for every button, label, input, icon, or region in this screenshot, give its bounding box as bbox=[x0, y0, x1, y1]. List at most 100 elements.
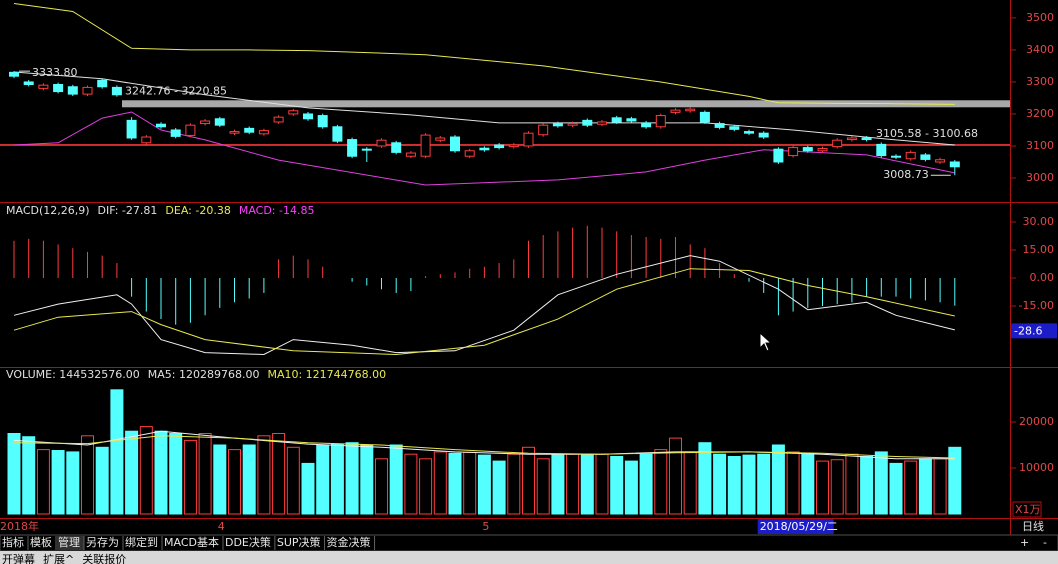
volume-bar bbox=[654, 449, 668, 515]
ma-line bbox=[13, 435, 955, 459]
candle-body bbox=[685, 108, 696, 112]
volume-bar bbox=[36, 449, 50, 515]
volume-bar bbox=[375, 458, 388, 515]
candle-body bbox=[126, 119, 137, 139]
volume-bar bbox=[639, 453, 653, 515]
x-tick-label: 2018/05/29/二 bbox=[760, 520, 838, 533]
candle-body bbox=[538, 124, 549, 136]
candle-body bbox=[420, 134, 431, 157]
high-label: 3333.80 bbox=[32, 66, 78, 79]
x-tick-label: 2018年 bbox=[0, 519, 39, 533]
tab[interactable]: SUP决策 bbox=[277, 535, 321, 549]
unit-box bbox=[1012, 501, 1042, 518]
volume-bar bbox=[551, 453, 565, 515]
candle-body bbox=[405, 152, 416, 157]
zoom-button[interactable]: + bbox=[1020, 536, 1029, 549]
legend-entry: MA5: 120289768.00 bbox=[148, 368, 260, 381]
tab[interactable]: 另存为 bbox=[86, 535, 119, 549]
volume-bar bbox=[81, 435, 94, 515]
tab[interactable]: 管理 bbox=[58, 535, 80, 549]
candle-body bbox=[876, 143, 887, 157]
volume-bar bbox=[242, 444, 256, 515]
tab[interactable]: MACD基本 bbox=[164, 535, 219, 549]
candle-body bbox=[170, 129, 181, 137]
y-tick-label: 0.00 bbox=[1030, 271, 1055, 284]
candle-body bbox=[699, 111, 710, 123]
candle-body bbox=[552, 123, 563, 127]
band-label: 3105.58 - 3100.68 bbox=[876, 127, 978, 140]
candle-body bbox=[523, 132, 534, 147]
volume-bar bbox=[316, 444, 330, 515]
volume-bar bbox=[669, 437, 682, 515]
candle-body bbox=[435, 137, 446, 141]
candle-body bbox=[200, 120, 211, 125]
candle-body bbox=[729, 126, 740, 130]
legend-entry: MACD: -14.85 bbox=[239, 204, 315, 217]
candle-body bbox=[303, 113, 313, 120]
candle-body bbox=[97, 79, 108, 88]
candle-body bbox=[508, 144, 519, 148]
volume-bar bbox=[183, 439, 197, 515]
zoom-button[interactable]: - bbox=[1043, 536, 1047, 549]
tab[interactable]: DDE决策 bbox=[225, 535, 271, 549]
legend-entry: MACD(12,26,9) bbox=[6, 204, 90, 217]
candle-body bbox=[288, 110, 299, 115]
candle-body bbox=[111, 86, 122, 96]
volume-bar bbox=[507, 453, 521, 515]
candle-body bbox=[229, 131, 240, 134]
candle-body bbox=[773, 148, 784, 163]
volume-bar bbox=[904, 460, 918, 515]
volume-bar bbox=[595, 453, 609, 515]
unit-label: X1万 bbox=[1015, 503, 1041, 516]
volume-bar bbox=[477, 454, 491, 515]
volume-bar bbox=[213, 444, 227, 515]
candle-body bbox=[861, 137, 872, 141]
y-tick-label: 3400 bbox=[1026, 43, 1054, 56]
candle-body bbox=[655, 115, 666, 128]
status-tab[interactable]: 开弹幕 bbox=[2, 552, 35, 564]
volume-bar bbox=[125, 430, 139, 515]
y-tick-label: -15.00 bbox=[1019, 299, 1054, 312]
tab[interactable]: 资金决策 bbox=[327, 535, 371, 549]
status-tab[interactable]: 扩展^ bbox=[43, 552, 74, 564]
candle-body bbox=[67, 86, 78, 95]
candle-body bbox=[611, 117, 622, 123]
candle-body bbox=[23, 81, 34, 86]
volume-bar bbox=[948, 446, 962, 515]
volume-bar bbox=[801, 453, 815, 515]
overlay-line bbox=[13, 3, 955, 105]
tab[interactable]: 绑定到 bbox=[125, 535, 158, 549]
date-highlight bbox=[757, 519, 834, 534]
candle-body bbox=[185, 124, 196, 136]
volume-bar bbox=[7, 433, 21, 515]
volume-bar bbox=[330, 443, 344, 515]
candle-body bbox=[258, 130, 269, 135]
candle-body bbox=[244, 127, 255, 133]
tab[interactable]: 模板 bbox=[30, 535, 52, 549]
volume-bar bbox=[66, 451, 80, 515]
candle-body bbox=[949, 161, 960, 168]
tab[interactable]: 指标 bbox=[2, 535, 24, 549]
candle-body bbox=[450, 136, 460, 152]
volume-bar bbox=[830, 459, 844, 515]
candle-body bbox=[832, 139, 843, 148]
candle-body bbox=[141, 136, 152, 144]
y-tick-label: 3000 bbox=[1026, 171, 1054, 184]
mouse-cursor bbox=[759, 331, 773, 352]
candle-body bbox=[846, 137, 857, 141]
y-tick-label: 3200 bbox=[1026, 107, 1054, 120]
volume-bar bbox=[771, 444, 785, 515]
legend-entry: MA10: 121744768.00 bbox=[267, 368, 386, 381]
candle-body bbox=[156, 123, 166, 128]
volume-bar bbox=[580, 453, 594, 515]
overlay-line bbox=[13, 111, 955, 186]
period-label: 日线 bbox=[1022, 519, 1044, 533]
price-band bbox=[0, 144, 1010, 146]
volume-bar bbox=[272, 433, 286, 515]
tab-bar bbox=[0, 534, 1058, 552]
legend-entry: DEA: -20.38 bbox=[165, 204, 230, 217]
candle-body bbox=[626, 118, 637, 122]
candle-body bbox=[361, 148, 372, 151]
x-tick-label: 4 bbox=[218, 520, 225, 533]
status-tab[interactable]: 关联报价 bbox=[82, 552, 126, 564]
